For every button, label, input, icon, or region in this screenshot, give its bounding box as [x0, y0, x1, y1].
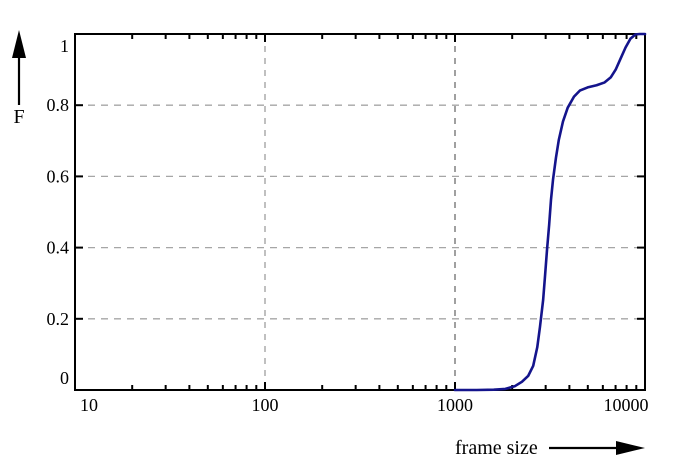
y-tick-label: 0.4 [47, 238, 70, 258]
plot-border [74, 33, 646, 391]
x-tick-label: 10000 [604, 395, 649, 415]
y-tick-label: 0 [60, 368, 69, 388]
plot-border-layer [74, 33, 646, 391]
y-axis-arrow-up-icon [12, 30, 26, 58]
x-axis-arrow-right-icon [616, 441, 645, 455]
tick-labels-layer: 10 100 1000 10000 0 0.2 0.4 0.6 0.8 1 [47, 36, 649, 415]
cdf-curve [453, 32, 647, 392]
y-axis-label: F [13, 106, 24, 128]
y-axis-annotation: F [12, 30, 26, 128]
gridlines-layer [75, 34, 645, 390]
x-tick-label: 100 [252, 395, 279, 415]
x-tick-label: 1000 [437, 395, 473, 415]
y-tick-label: 0.6 [47, 166, 70, 186]
x-axis-label: frame size [455, 437, 538, 459]
y-tick-label: 0.2 [47, 309, 70, 329]
data-series-layer [453, 32, 647, 392]
y-tick-label: 1 [60, 36, 69, 56]
x-axis-annotation: frame size [455, 437, 645, 459]
y-tick-label: 0.8 [47, 95, 70, 115]
x-tick-label: 10 [80, 395, 98, 415]
axis-ticks-layer [74, 33, 646, 391]
